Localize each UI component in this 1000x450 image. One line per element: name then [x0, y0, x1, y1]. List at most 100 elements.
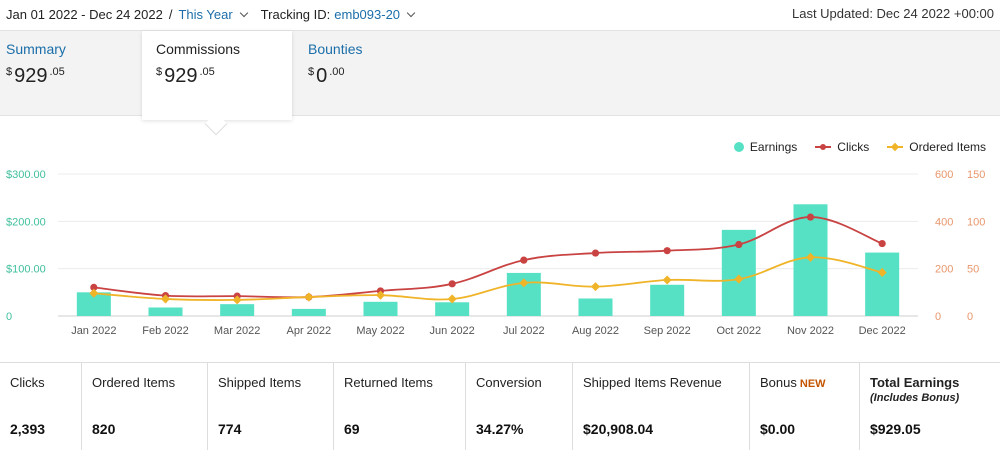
chevron-down-icon[interactable]: [406, 8, 416, 17]
tab-summary[interactable]: Summary $929.05: [0, 31, 140, 117]
earnings-bar: [220, 304, 255, 316]
stat-label: Conversion: [476, 375, 542, 390]
x-axis-tick: Apr 2022: [287, 325, 332, 337]
x-axis-tick: Jun 2022: [430, 325, 475, 337]
slash-separator: /: [168, 6, 173, 22]
stat-ordered-items: Ordered Items 820: [82, 363, 208, 450]
right-axis-tick-inner: 0: [967, 311, 973, 323]
ordered-items-point: [519, 278, 529, 288]
ordered-items-point: [304, 292, 314, 302]
stats-row: Clicks 2,393 Ordered Items 820 Shipped I…: [0, 362, 1000, 450]
earnings-bar: [650, 284, 685, 316]
clicks-point: [90, 283, 98, 291]
clicks-swatch: [815, 142, 832, 152]
stat-value: 69: [344, 421, 360, 437]
tracking-label: Tracking ID:: [260, 6, 331, 22]
x-axis-tick: Jul 2022: [503, 325, 545, 337]
new-badge: NEW: [799, 378, 826, 390]
tab-commissions[interactable]: Commissions $929.05: [142, 31, 292, 120]
clicks-point: [806, 213, 815, 221]
ordered-items-point: [734, 274, 744, 284]
tab-amount: $0.00: [308, 65, 345, 87]
stat-value: 34.27%: [476, 421, 524, 437]
earnings-bar: [291, 308, 326, 316]
clicks-point: [663, 247, 671, 255]
x-axis-tick: Nov 2022: [787, 325, 834, 337]
clicks-point: [520, 256, 528, 264]
tab-amount: $929.05: [6, 65, 65, 87]
legend-label: Clicks: [837, 140, 870, 154]
stat-sublabel: (Includes Bonus): [870, 392, 960, 404]
clicks-point: [591, 249, 600, 257]
stat-label: Shipped Items Revenue: [583, 375, 722, 390]
tab-label: Commissions: [156, 41, 241, 57]
stat-label: Shipped Items: [218, 375, 302, 390]
stat-value: $20,908.04: [583, 421, 654, 437]
stat-value: 774: [218, 421, 242, 437]
earnings-bar: [363, 301, 398, 316]
stat-conversion: Conversion 34.27%: [466, 363, 573, 450]
clicks-point: [878, 239, 886, 248]
legend-label: Ordered Items: [909, 140, 986, 154]
tab-amount: $929.05: [156, 65, 215, 87]
ordered-items-point: [590, 282, 601, 292]
left-axis-tick: 0: [6, 311, 12, 323]
stat-bonus: Bonus NEW $0.00: [750, 363, 860, 450]
right-axis-tick-outer: 400: [935, 216, 953, 228]
earnings-bar: [865, 252, 900, 316]
tab-label: Bounties: [308, 41, 363, 57]
right-axis-tick-outer: 600: [935, 169, 953, 181]
stat-value: 2,393: [10, 421, 46, 437]
stat-shipped-revenue: Shipped Items Revenue $20,908.04: [573, 363, 750, 450]
clicks-point: [448, 280, 456, 288]
stat-label: Returned Items: [344, 375, 433, 390]
x-axis-tick: Aug 2022: [572, 325, 619, 337]
x-axis-tick: Dec 2022: [859, 325, 906, 337]
stat-value: $929.05: [870, 421, 921, 437]
earnings-bar: [578, 298, 613, 316]
date-range: Jan 01 2022 - Dec 24 2022: [6, 6, 163, 22]
stat-value: $0.00: [760, 421, 796, 437]
x-axis-tick: Jan 2022: [71, 325, 116, 337]
left-axis-tick: $100.00: [6, 264, 46, 276]
ordered-items-line: [93, 256, 883, 301]
left-axis-tick: $300.00: [6, 169, 46, 181]
stat-clicks: Clicks 2,393: [0, 363, 82, 450]
stat-total-earnings: Total Earnings (Includes Bonus) $929.05: [860, 363, 1000, 450]
period-dropdown[interactable]: This Year: [178, 6, 233, 22]
earnings-bar: [435, 302, 470, 316]
stat-label: Total Earnings: [870, 375, 960, 390]
x-axis-tick: Oct 2022: [717, 325, 762, 337]
tracking-id-dropdown[interactable]: emb093-20: [334, 6, 401, 22]
legend-earnings[interactable]: Earnings: [733, 140, 798, 154]
legend-clicks[interactable]: Clicks: [815, 140, 869, 154]
stat-shipped-items: Shipped Items 774: [208, 363, 334, 450]
chevron-down-icon[interactable]: [239, 8, 248, 17]
stat-label: Ordered Items: [92, 375, 176, 390]
tab-bar: Summary $929.05 Commissions $929.05 Boun…: [0, 30, 1000, 120]
tab-label: Summary: [6, 41, 66, 57]
x-axis-tick: May 2022: [356, 325, 404, 337]
earnings-bar: [148, 307, 183, 316]
last-updated: Last Updated: Dec 24 2022 +00:00: [791, 6, 994, 21]
tab-bounties[interactable]: Bounties $0.00: [302, 31, 452, 117]
left-axis-tick: $200.00: [6, 216, 46, 228]
earnings-bar: [76, 292, 111, 316]
ordered-items-swatch: [887, 142, 904, 152]
legend-label: Earnings: [749, 140, 798, 154]
date-filter-bar: Jan 01 2022 - Dec 24 2022 / This Year Tr…: [0, 0, 1000, 28]
stat-label: Clicks: [10, 375, 45, 390]
right-axis-tick-outer: 0: [935, 311, 941, 323]
right-axis-tick-inner: 150: [967, 169, 985, 181]
legend-ordered-items[interactable]: Ordered Items: [887, 140, 986, 154]
x-axis-tick: Feb 2022: [142, 325, 188, 337]
stat-value: 820: [92, 421, 116, 437]
earnings-chart: $300.00 600 150 $200.00 400 100 $100.00 200 50 0 0…: [6, 169, 985, 337]
stat-label: Bonus NEW: [760, 375, 826, 390]
clicks-line: [93, 216, 883, 299]
chart-legend: Earnings Clicks Ordered Items: [733, 140, 986, 154]
x-axis-tick: Sep 2022: [644, 325, 691, 337]
x-axis-tick: Mar 2022: [214, 325, 260, 337]
right-axis-tick-outer: 200: [935, 264, 953, 276]
right-axis-tick-inner: 100: [967, 216, 985, 228]
